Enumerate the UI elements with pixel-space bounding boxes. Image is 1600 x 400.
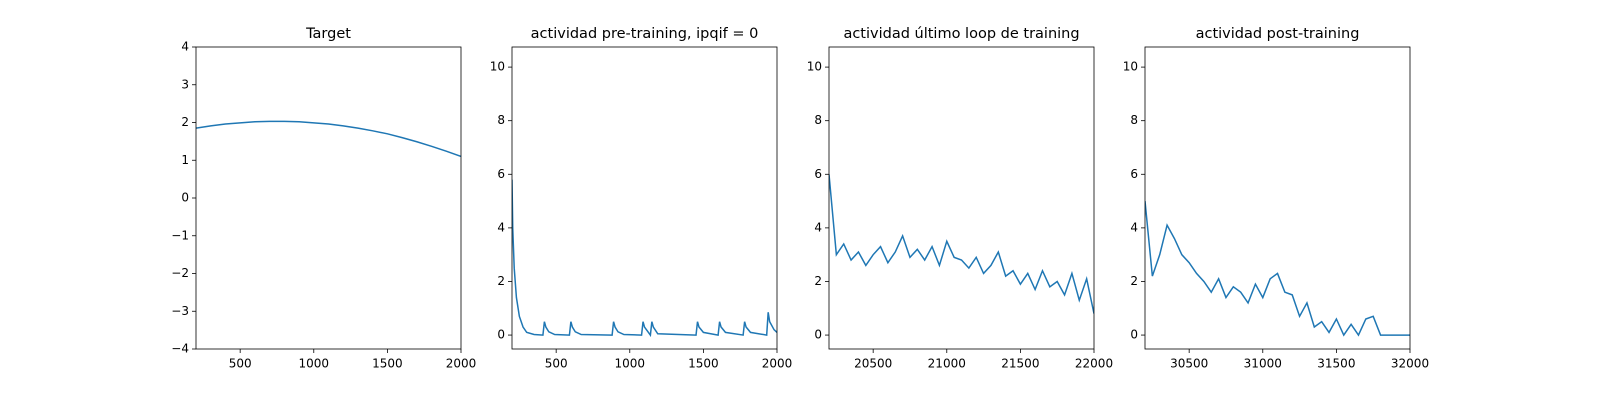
y-tick-label: 10	[807, 60, 822, 74]
x-tick-label: 31000	[1244, 357, 1282, 371]
y-tick-label: 2	[497, 274, 505, 288]
x-tick-label: 21500	[1001, 357, 1039, 371]
y-tick-label: 6	[814, 167, 822, 181]
x-tick-label: 2000	[762, 357, 793, 371]
y-tick-label: −1	[171, 228, 189, 242]
x-tick-label: 1500	[372, 357, 403, 371]
x-tick-label: 30500	[1170, 357, 1208, 371]
y-tick-label: 0	[814, 328, 822, 342]
y-tick-label: 2	[1130, 274, 1138, 288]
x-tick-label: 32000	[1391, 357, 1429, 371]
x-tick-label: 500	[229, 357, 252, 371]
data-line	[829, 174, 1094, 314]
x-tick-label: 21000	[928, 357, 966, 371]
plot-frame	[511, 46, 778, 350]
y-tick-label: 6	[497, 167, 505, 181]
y-tick-label: 6	[1130, 167, 1138, 181]
y-tick-label: 3	[181, 77, 189, 91]
subplot-title: actividad pre-training, ipqif = 0	[531, 26, 759, 42]
x-tick-label: 20500	[854, 357, 892, 371]
y-tick-label: 10	[1123, 60, 1138, 74]
y-tick-label: 0	[497, 328, 505, 342]
y-tick-label: 4	[1130, 220, 1138, 234]
y-tick-label: 4	[497, 220, 505, 234]
plot-frame	[195, 46, 462, 350]
x-tick-label: 1500	[688, 357, 719, 371]
x-tick-label: 1000	[299, 357, 330, 371]
y-tick-label: 2	[181, 115, 189, 129]
x-tick-label: 31500	[1317, 357, 1355, 371]
y-tick-label: 0	[1130, 328, 1138, 342]
data-line	[1145, 201, 1410, 337]
y-tick-label: 2	[814, 274, 822, 288]
subplot-title: Target	[305, 26, 351, 42]
y-tick-label: −2	[171, 266, 189, 280]
y-tick-label: 1	[181, 153, 189, 167]
subplot-title: actividad post-training	[1196, 26, 1360, 42]
y-tick-label: −3	[171, 304, 189, 318]
y-tick-label: −4	[171, 342, 189, 356]
data-line	[196, 120, 461, 158]
x-tick-label: 22000	[1075, 357, 1113, 371]
data-line	[512, 179, 777, 338]
plot-frame	[828, 46, 1095, 350]
y-tick-label: 10	[490, 60, 505, 74]
y-tick-label: 8	[814, 113, 822, 127]
y-tick-label: 8	[1130, 113, 1138, 127]
y-tick-label: 4	[181, 40, 189, 54]
x-tick-label: 500	[545, 357, 568, 371]
y-tick-label: 0	[181, 191, 189, 205]
x-tick-label: 2000	[446, 357, 477, 371]
y-tick-label: 4	[814, 220, 822, 234]
plot-frame	[1144, 46, 1411, 350]
subplot-title: actividad último loop de training	[843, 26, 1079, 42]
y-tick-label: 8	[497, 113, 505, 127]
x-tick-label: 1000	[615, 357, 646, 371]
